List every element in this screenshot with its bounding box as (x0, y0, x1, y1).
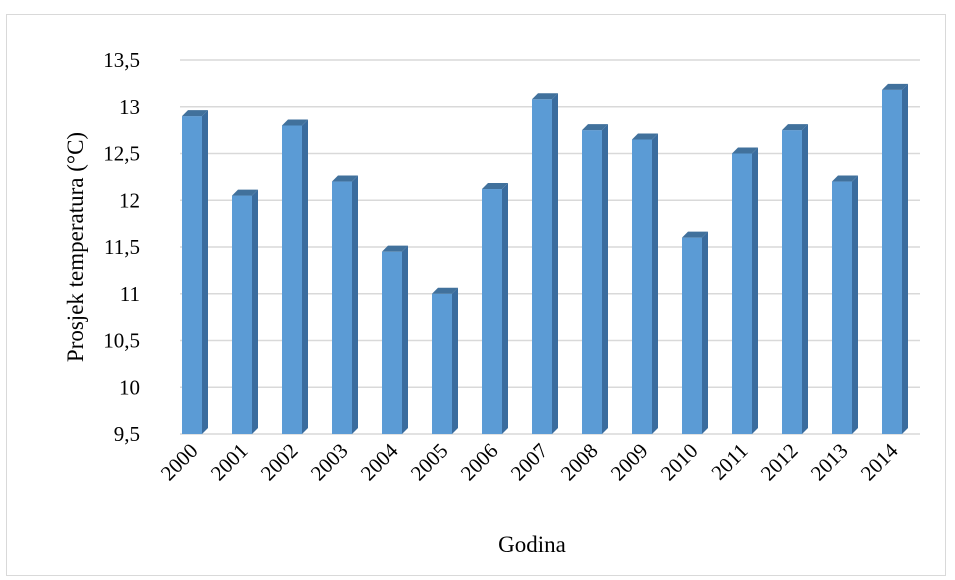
bar-top (382, 245, 408, 252)
bars (182, 83, 908, 435)
y-tick-label: 13 (119, 95, 140, 119)
bar-front (232, 195, 252, 434)
bar-top (832, 175, 858, 182)
x-tick-label: 2014 (856, 438, 903, 485)
x-tick-label: 2011 (706, 439, 752, 485)
bar-side (602, 124, 608, 434)
y-tick-label: 11,5 (104, 235, 140, 259)
bar-side (752, 147, 758, 434)
bar-side (802, 124, 808, 434)
bar-top (432, 287, 458, 294)
bar-top (182, 110, 208, 117)
bar-top (882, 83, 908, 90)
bar-side (552, 93, 558, 435)
y-tick-label: 12,5 (103, 142, 140, 166)
x-tick-label: 2012 (756, 439, 803, 486)
bar (782, 124, 808, 434)
bar-front (182, 116, 202, 434)
bar-front (582, 130, 602, 434)
bar-top (532, 93, 558, 100)
x-tick-label: 2007 (506, 439, 553, 486)
bar (282, 119, 308, 434)
y-tick-label: 13,5 (103, 48, 140, 72)
x-tick-label: 2009 (606, 439, 653, 486)
bar-top (682, 231, 708, 238)
bar-side (402, 245, 408, 434)
bar-front (532, 99, 552, 435)
bar (382, 245, 408, 434)
y-axis-title: Prosjek temperatura (°C) (63, 132, 88, 362)
bar (532, 93, 558, 435)
x-axis-title: Godina (498, 532, 566, 557)
y-tick-label: 12 (119, 188, 140, 212)
bar-front (382, 251, 402, 434)
x-tick-label: 2005 (406, 439, 453, 486)
bar-top (632, 133, 658, 140)
bar-front (282, 125, 302, 434)
bar (332, 175, 358, 435)
bar-top (582, 124, 608, 131)
bar-front (782, 130, 802, 434)
bar-side (252, 189, 258, 434)
bar-front (832, 181, 852, 434)
bar (632, 133, 658, 434)
bar-side (352, 175, 358, 435)
bar-front (482, 189, 502, 434)
bar-side (202, 110, 208, 434)
bar (582, 124, 608, 434)
bar-top (732, 147, 758, 154)
x-tick-label: 2008 (556, 439, 603, 486)
bar-front (632, 139, 652, 434)
bar (232, 189, 258, 434)
x-tick-label: 2013 (806, 439, 853, 486)
bar-top (782, 124, 808, 131)
bar-top (482, 183, 508, 190)
bar (832, 175, 858, 435)
bar-top (232, 189, 258, 196)
bar-front (732, 153, 752, 434)
x-tick-label: 2003 (306, 439, 353, 486)
bar-side (652, 133, 658, 434)
bar-side (902, 83, 908, 435)
y-tick-label: 11 (120, 282, 140, 306)
x-tick-label: 2002 (256, 439, 303, 486)
y-tick-label: 10 (119, 375, 140, 399)
y-tick-label: 10,5 (103, 329, 140, 353)
bar (432, 287, 458, 434)
bar (482, 183, 508, 434)
bar-side (702, 231, 708, 434)
x-tick-label: 2004 (356, 438, 403, 485)
y-axis-ticks: 9,5 10 10,5 11 11,5 12 12,5 13 13,5 (103, 48, 140, 446)
x-tick-label: 2001 (206, 439, 253, 486)
bar-front (882, 89, 902, 435)
bar-front (332, 181, 352, 434)
bar (882, 83, 908, 435)
bar-side (502, 183, 508, 434)
y-tick-label: 9,5 (114, 422, 140, 446)
bar (682, 231, 708, 434)
bar (732, 147, 758, 434)
x-tick-label: 2010 (656, 439, 703, 486)
x-tick-label: 2000 (156, 439, 203, 486)
bar-front (682, 237, 702, 434)
bar (182, 110, 208, 434)
bar-top (332, 175, 358, 182)
x-axis-ticks: 2000 2001 2002 2003 2004 2005 2006 2007 2008 2009… (156, 438, 903, 485)
bar-front (432, 293, 452, 434)
bar-side (302, 119, 308, 434)
x-tick-label: 2006 (456, 439, 503, 486)
bar-top (282, 119, 308, 126)
bar-side (452, 287, 458, 434)
bar-side (852, 175, 858, 435)
